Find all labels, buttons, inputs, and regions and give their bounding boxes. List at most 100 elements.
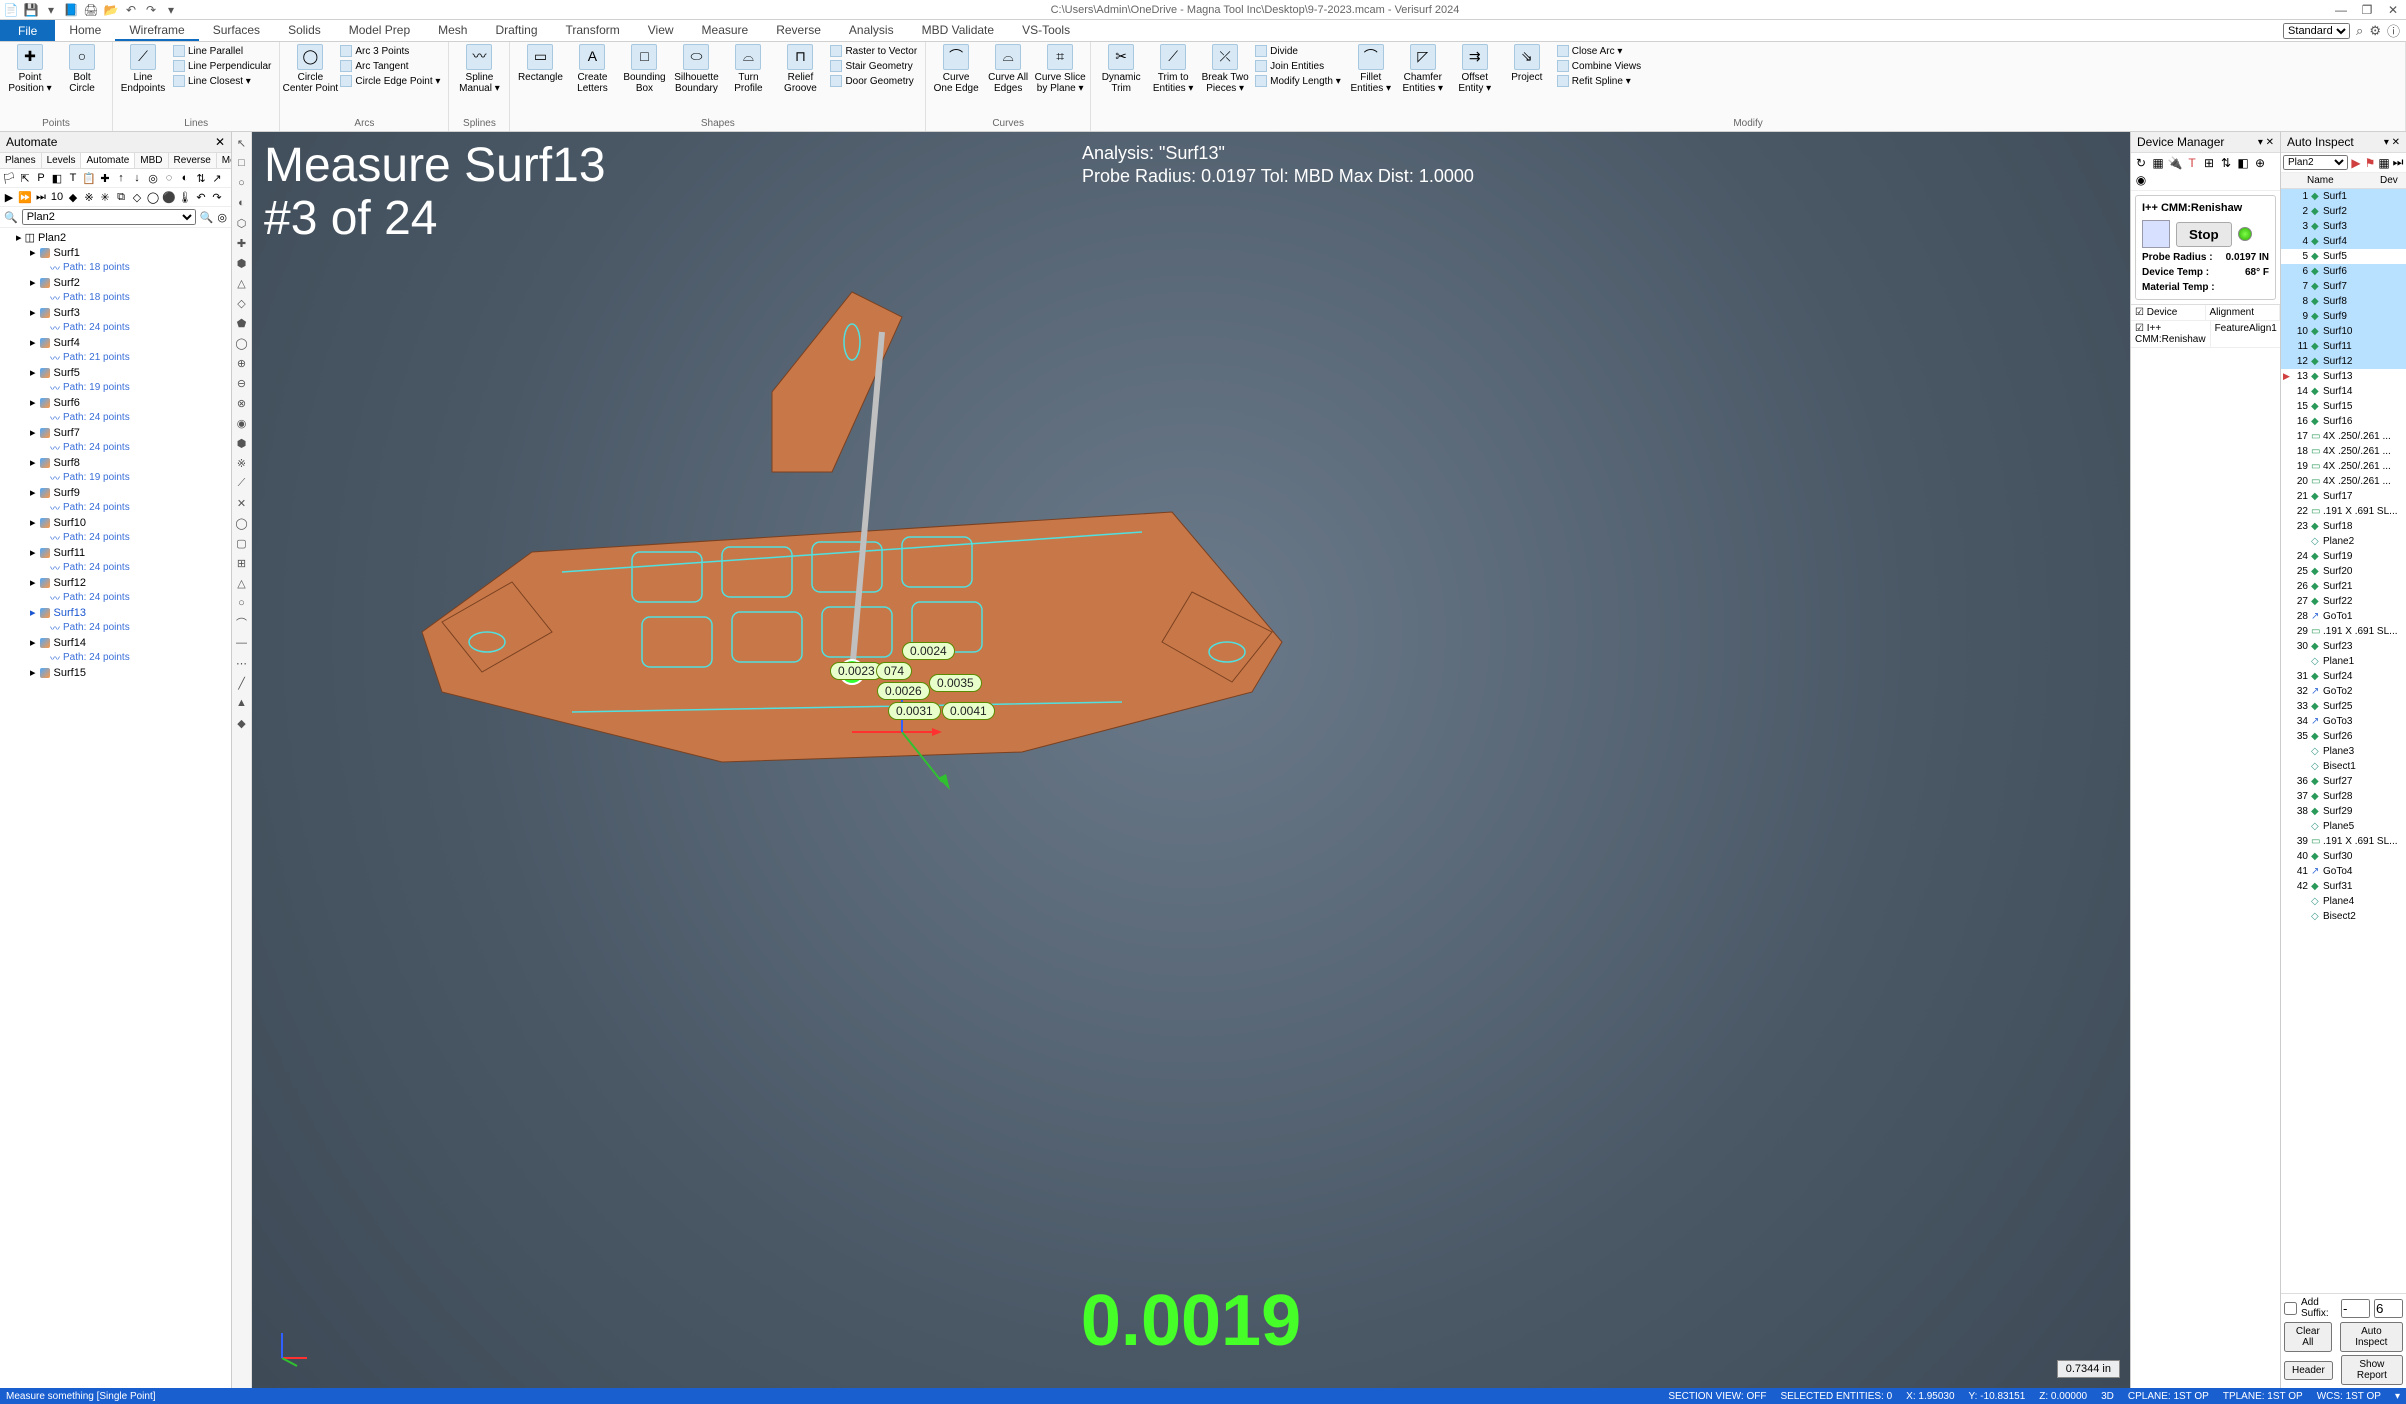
modify-length-button[interactable]: Modify Length ▾ xyxy=(1253,74,1343,88)
raster-vector-button[interactable]: Raster to Vector xyxy=(828,44,919,58)
automate-tab-levels[interactable]: Levels xyxy=(42,153,82,168)
ai-row[interactable]: 17▭4X .250/.261 ... xyxy=(2281,429,2406,444)
combine-views-button[interactable]: Combine Views xyxy=(1555,59,1643,73)
left-tool-2[interactable]: ○ xyxy=(235,176,249,190)
divide-button[interactable]: Divide xyxy=(1253,44,1343,58)
view-mode-select[interactable]: Standard xyxy=(2283,23,2350,39)
ai-row[interactable]: 14◆Surf14 xyxy=(2281,384,2406,399)
arc-tangent-button[interactable]: Arc Tangent xyxy=(338,59,442,73)
close-button[interactable]: ✕ xyxy=(2384,3,2402,17)
ai-row[interactable]: 7◆Surf7 xyxy=(2281,279,2406,294)
open-icon[interactable]: 📂 xyxy=(104,3,118,17)
tree-item-surf4[interactable]: ▸Surf4 xyxy=(2,335,229,350)
menu-tab-view[interactable]: View xyxy=(634,20,688,41)
add-suffix-checkbox[interactable] xyxy=(2284,1302,2297,1315)
redo-icon[interactable]: ↷ xyxy=(144,3,158,17)
left-tool-22[interactable]: △ xyxy=(235,576,249,590)
ai-row[interactable]: 10◆Surf10 xyxy=(2281,324,2406,339)
left-tool-9[interactable]: ⬟ xyxy=(235,316,249,330)
line-closest-button[interactable]: Line Closest ▾ xyxy=(171,74,273,88)
tree-item-surf8[interactable]: ▸Surf8 xyxy=(2,455,229,470)
fillet-button[interactable]: ⌒Fillet Entities ▾ xyxy=(1347,44,1395,94)
point-position-button[interactable]: ✚Point Position ▾ xyxy=(6,44,54,94)
bounding-box-button[interactable]: □Bounding Box xyxy=(620,44,668,94)
tree-item-surf1[interactable]: ▸Surf1 xyxy=(2,245,229,260)
ai-row[interactable]: 22▭.191 X .691 SL... xyxy=(2281,504,2406,519)
ai-row[interactable]: 41↗GoTo4 xyxy=(2281,864,2406,879)
minimize-button[interactable]: — xyxy=(2332,3,2350,17)
ai-row[interactable]: 30◆Surf23 xyxy=(2281,639,2406,654)
new-icon[interactable]: 📄 xyxy=(4,3,18,17)
left-tool-23[interactable]: ○ xyxy=(235,596,249,610)
silhouette-boundary-button[interactable]: ⬭Silhouette Boundary xyxy=(672,44,720,94)
ai-row[interactable]: 34↗GoTo3 xyxy=(2281,714,2406,729)
left-tool-11[interactable]: ⊕ xyxy=(235,356,249,370)
ai-row[interactable]: 6◆Surf6 xyxy=(2281,264,2406,279)
left-tool-28[interactable]: ▲ xyxy=(235,696,249,710)
circle-centerpoint-button[interactable]: ◯Circle Center Point xyxy=(286,44,334,94)
tree-item-surf7[interactable]: ▸Surf7 xyxy=(2,425,229,440)
left-tool-10[interactable]: ◯ xyxy=(235,336,249,350)
left-tool-27[interactable]: ╱ xyxy=(235,676,249,690)
automate-tab-automate[interactable]: Automate xyxy=(81,153,135,169)
left-tool-0[interactable]: ↖ xyxy=(235,136,249,150)
ai-row[interactable]: 24◆Surf19 xyxy=(2281,549,2406,564)
viewport-3d[interactable]: Measure Surf13 #3 of 24 Analysis: "Surf1… xyxy=(252,132,2130,1388)
left-tool-18[interactable]: ✕ xyxy=(235,496,249,510)
ai-row[interactable]: 40◆Surf30 xyxy=(2281,849,2406,864)
ai-row[interactable]: 31◆Surf24 xyxy=(2281,669,2406,684)
ai-row[interactable]: 15◆Surf15 xyxy=(2281,399,2406,414)
ai-row[interactable]: 33◆Surf25 xyxy=(2281,699,2406,714)
left-tool-13[interactable]: ⊗ xyxy=(235,396,249,410)
left-tool-3[interactable]: ◐ xyxy=(235,196,249,210)
menu-tab-transform[interactable]: Transform xyxy=(552,20,634,41)
ai-row[interactable]: 39▭.191 X .691 SL... xyxy=(2281,834,2406,849)
panel-close-icon[interactable]: ✕ xyxy=(215,135,225,149)
ai-row[interactable]: 26◆Surf21 xyxy=(2281,579,2406,594)
turn-profile-button[interactable]: ⌓Turn Profile xyxy=(724,44,772,94)
automate-tab-measure[interactable]: Measure xyxy=(217,153,231,168)
ai-table-icon[interactable]: ▦ xyxy=(2378,156,2390,170)
maximize-button[interactable]: ❐ xyxy=(2358,3,2376,17)
ai-row[interactable]: 42◆Surf31 xyxy=(2281,879,2406,894)
stop-button[interactable]: Stop xyxy=(2176,222,2232,247)
ai-row[interactable]: 21◆Surf17 xyxy=(2281,489,2406,504)
left-tool-4[interactable]: ⬡ xyxy=(235,216,249,230)
ai-row[interactable]: 12◆Surf12 xyxy=(2281,354,2406,369)
ai-row[interactable]: 25◆Surf20 xyxy=(2281,564,2406,579)
auto-inspect-button[interactable]: Auto Inspect xyxy=(2340,1322,2403,1352)
ai-flag-icon[interactable]: ⚑ xyxy=(2364,156,2376,170)
ai-row[interactable]: ◇Plane5 xyxy=(2281,819,2406,834)
ai-row[interactable]: 18▭4X .250/.261 ... xyxy=(2281,444,2406,459)
ai-row[interactable]: 37◆Surf28 xyxy=(2281,789,2406,804)
plan-search-icon[interactable]: 🔍 xyxy=(200,211,214,224)
ai-row[interactable]: ▶13◆Surf13 xyxy=(2281,369,2406,384)
plan-refresh-icon[interactable]: ◎ xyxy=(217,211,227,224)
left-tool-8[interactable]: ◇ xyxy=(235,296,249,310)
ai-row[interactable]: ◇Plane1 xyxy=(2281,654,2406,669)
status-more-icon[interactable]: ▾ xyxy=(2395,1391,2400,1402)
ai-row[interactable]: ◇Plane2 xyxy=(2281,534,2406,549)
ai-row[interactable]: 27◆Surf22 xyxy=(2281,594,2406,609)
save-dropdown-icon[interactable]: ▾ xyxy=(44,3,58,17)
tree-item-surf12[interactable]: ▸Surf12 xyxy=(2,575,229,590)
qat-more-icon[interactable]: ▾ xyxy=(164,3,178,17)
settings-icon[interactable]: ⚙ xyxy=(2369,23,2381,39)
ai-row[interactable]: ◇Plane3 xyxy=(2281,744,2406,759)
tree-item-surf15[interactable]: ▸Surf15 xyxy=(2,665,229,680)
left-tool-16[interactable]: ※ xyxy=(235,456,249,470)
tree-item-surf5[interactable]: ▸Surf5 xyxy=(2,365,229,380)
tree-item-surf9[interactable]: ▸Surf9 xyxy=(2,485,229,500)
menu-tab-surfaces[interactable]: Surfaces xyxy=(199,20,274,41)
create-letters-button[interactable]: ACreate Letters xyxy=(568,44,616,94)
menu-tab-model-prep[interactable]: Model Prep xyxy=(335,20,424,41)
automate-tab-planes[interactable]: Planes xyxy=(0,153,42,168)
curve-slice-button[interactable]: ⌗Curve Slice by Plane ▾ xyxy=(1036,44,1084,94)
info-icon[interactable]: ⓘ xyxy=(2387,21,2400,40)
close-arc-button[interactable]: Close Arc ▾ xyxy=(1555,44,1643,58)
header-button[interactable]: Header xyxy=(2284,1361,2333,1380)
ai-row[interactable]: 11◆Surf11 xyxy=(2281,339,2406,354)
ai-row[interactable]: 35◆Surf26 xyxy=(2281,729,2406,744)
menu-tab-analysis[interactable]: Analysis xyxy=(835,20,908,41)
automate-tab-mbd[interactable]: MBD xyxy=(135,153,168,168)
